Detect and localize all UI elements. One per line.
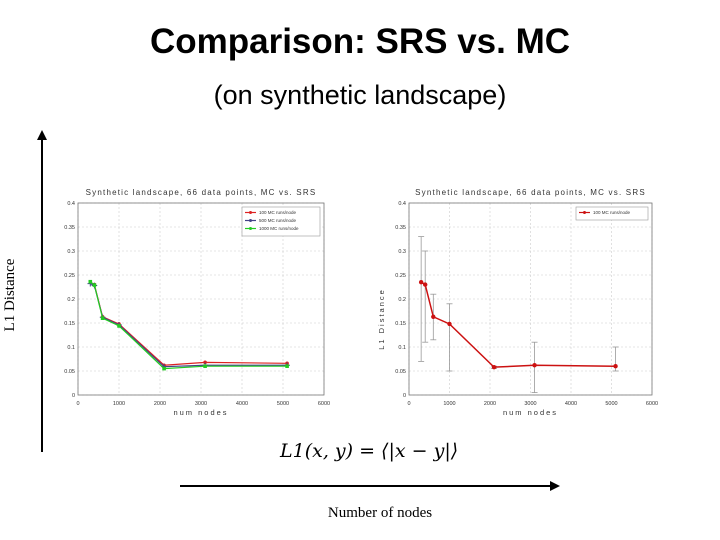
y-tick-label: 0.25: [64, 273, 75, 279]
x-tick-label: 5000: [605, 401, 617, 407]
x-tick-label: 4000: [236, 401, 248, 407]
data-point: [431, 314, 436, 319]
y-tick-label: 0.4: [398, 201, 406, 207]
data-point: [162, 366, 166, 371]
y-tick-label: 0.3: [67, 249, 75, 255]
data-point: [447, 321, 452, 327]
x-tick-label: 0: [407, 401, 410, 407]
data-point: [88, 279, 93, 284]
y-tick-label: 0: [403, 393, 406, 399]
chart-ylabel: L1 Distance: [377, 288, 386, 350]
legend-box: [575, 206, 649, 221]
y-tick-label: 0.15: [395, 321, 406, 327]
x-tick-label: 6000: [646, 401, 658, 407]
y-tick-label: 0.1: [398, 345, 406, 351]
x-axis-label: Number of nodes: [327, 505, 433, 521]
l1-formula: L1(x, y) = ⟨|x − y|⟩: [280, 440, 459, 462]
y-tick-label: 0.1: [67, 345, 75, 351]
y-tick-label: 0.35: [395, 225, 406, 231]
chart-title: Synthetic landscape, 66 data points, MC …: [415, 188, 646, 197]
legend-marker: [249, 227, 252, 230]
x-axis-arrow: [180, 481, 560, 491]
chart-xlabel: num nodes: [173, 408, 228, 417]
y-tick-label: 0.05: [64, 369, 75, 375]
data-point: [491, 364, 497, 370]
data-point: [203, 360, 207, 365]
legend-marker: [249, 219, 252, 222]
y-axis-label: L1 Distance: [2, 258, 18, 332]
chart-title: Synthetic landscape, 66 data points, MC …: [86, 188, 317, 197]
y-tick-label: 0.05: [395, 369, 406, 375]
y-tick-label: 0.2: [398, 297, 406, 303]
legend-label: 100 MC runs/node: [593, 210, 631, 215]
x-tick-label: 1000: [443, 401, 455, 407]
x-tick-label: 2000: [154, 401, 166, 407]
chart-right: Synthetic landscape, 66 data points, MC …: [377, 188, 658, 417]
legend-label: 500 MC runs/node: [259, 218, 297, 223]
x-tick-label: 0: [76, 401, 79, 407]
x-tick-label: 6000: [318, 401, 330, 407]
legend-label: 100 MC runs/node: [259, 210, 297, 215]
x-tick-label: 5000: [277, 401, 289, 407]
y-tick-label: 0: [72, 393, 75, 399]
data-point: [613, 364, 618, 369]
data-point: [92, 283, 97, 287]
legend-marker: [249, 211, 252, 214]
data-point: [203, 364, 207, 368]
chart-left: Synthetic landscape, 66 data points, MC …: [64, 188, 330, 417]
x-tick-label: 4000: [565, 401, 577, 407]
data-point: [418, 280, 424, 285]
plot-frame: [408, 202, 653, 396]
plot-frame: [77, 202, 325, 396]
y-tick-label: 0.15: [64, 321, 75, 327]
data-point: [532, 363, 537, 368]
legend-label: 1000 MC runs/node: [259, 226, 299, 231]
slide-subtitle: (on synthetic landscape): [213, 80, 507, 110]
x-tick-label: 1000: [113, 401, 125, 407]
data-point: [117, 324, 121, 328]
legend-marker: [583, 211, 586, 214]
data-point: [423, 282, 428, 287]
x-tick-label: 2000: [484, 401, 496, 407]
y-tick-label: 0.4: [67, 201, 75, 207]
x-tick-label: 3000: [524, 401, 536, 407]
y-tick-label: 0.3: [398, 249, 406, 255]
y-tick-label: 0.25: [395, 273, 406, 279]
slide-title: Comparison: SRS vs. MC: [149, 22, 571, 61]
y-axis-arrow: [37, 130, 47, 452]
legend-box: [241, 206, 321, 237]
chart-xlabel: num nodes: [503, 408, 558, 417]
x-tick-label: 3000: [195, 401, 207, 407]
data-point: [100, 316, 105, 320]
data-point: [285, 364, 289, 368]
y-tick-label: 0.2: [67, 297, 75, 303]
y-tick-label: 0.35: [64, 225, 75, 231]
